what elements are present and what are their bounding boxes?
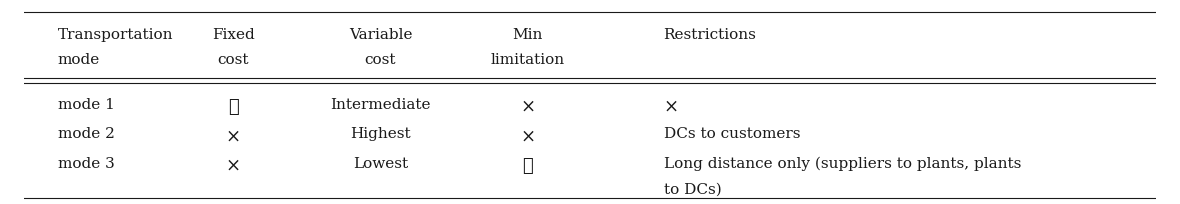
Text: to DCs): to DCs) xyxy=(663,182,721,196)
Text: mode 3: mode 3 xyxy=(58,157,114,171)
Text: Long distance only (suppliers to plants, plants: Long distance only (suppliers to plants,… xyxy=(663,157,1021,171)
Text: ✓: ✓ xyxy=(228,98,238,116)
Text: Highest: Highest xyxy=(350,128,411,141)
Text: mode: mode xyxy=(58,53,100,67)
Text: DCs to customers: DCs to customers xyxy=(663,128,800,141)
Text: cost: cost xyxy=(365,53,396,67)
Text: cost: cost xyxy=(217,53,249,67)
Text: Intermediate: Intermediate xyxy=(330,98,431,112)
Text: Lowest: Lowest xyxy=(353,157,408,171)
Text: Restrictions: Restrictions xyxy=(663,28,756,42)
Text: Transportation: Transportation xyxy=(58,28,173,42)
Text: ×: × xyxy=(663,98,678,116)
Text: mode 1: mode 1 xyxy=(58,98,114,112)
Text: ×: × xyxy=(520,128,536,145)
Text: Fixed: Fixed xyxy=(211,28,255,42)
Text: ✓: ✓ xyxy=(523,157,533,175)
Text: mode 2: mode 2 xyxy=(58,128,114,141)
Text: Min: Min xyxy=(512,28,543,42)
Text: ×: × xyxy=(225,128,241,145)
Text: Variable: Variable xyxy=(348,28,412,42)
Text: limitation: limitation xyxy=(491,53,565,67)
Text: ×: × xyxy=(520,98,536,116)
Text: ×: × xyxy=(225,157,241,175)
